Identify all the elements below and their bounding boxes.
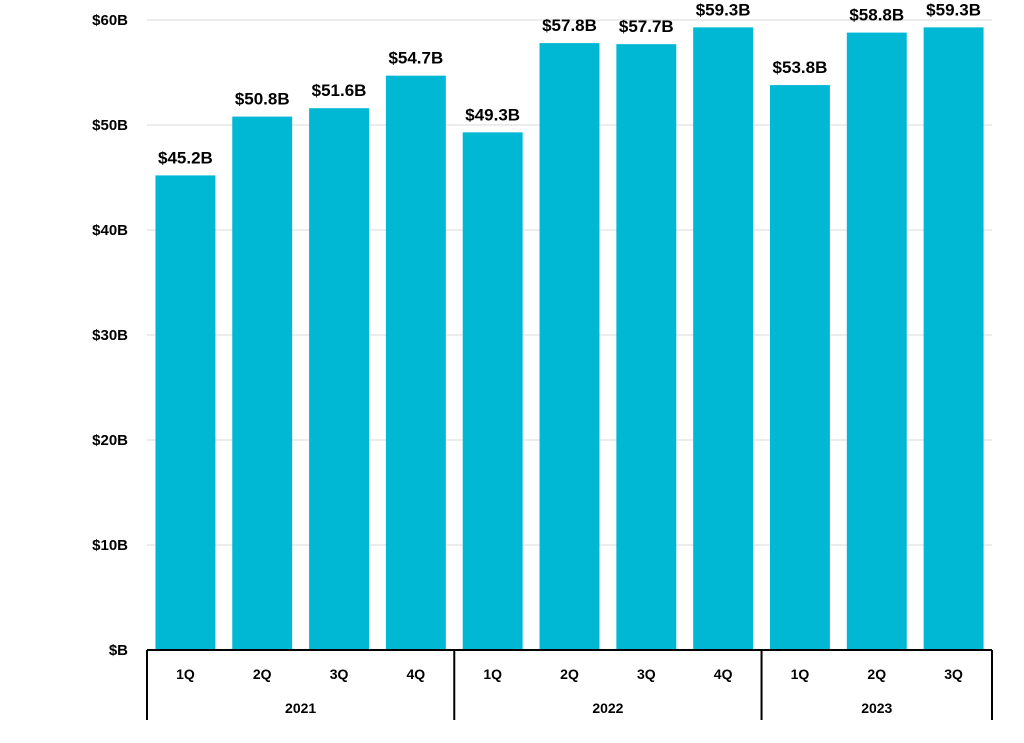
data-label: $54.7B: [388, 49, 443, 68]
data-label: $53.8B: [773, 58, 828, 77]
quarter-label: 1Q: [483, 666, 502, 682]
y-tick-label: $B: [109, 642, 128, 659]
data-label: $49.3B: [465, 105, 520, 124]
bar: [846, 32, 907, 651]
y-tick-label: $20B: [92, 432, 128, 449]
quarter-label: 2Q: [253, 666, 272, 682]
data-labels: $45.2B $50.8B $51.6B $54.7B $49.3B $57.8B $57.…: [158, 0, 981, 167]
bar: [693, 27, 754, 651]
quarter-label: 3Q: [330, 666, 349, 682]
y-tick-label: $40B: [92, 222, 128, 239]
data-label: $50.8B: [235, 90, 290, 109]
data-label: $51.6B: [312, 81, 367, 100]
year-label: 2023: [861, 700, 892, 716]
quarter-label: 3Q: [637, 666, 656, 682]
bar: [309, 108, 370, 650]
quarter-label: 1Q: [791, 666, 810, 682]
quarter-label: 2Q: [560, 666, 579, 682]
bar: [769, 85, 830, 651]
data-label: $59.3B: [926, 0, 981, 19]
quarter-label: 1Q: [176, 666, 195, 682]
bar: [539, 43, 600, 651]
bar: [385, 75, 446, 650]
data-label: $58.8B: [849, 6, 904, 25]
bar: [155, 175, 216, 650]
year-label: 2021: [285, 700, 316, 716]
data-label: $59.3B: [696, 0, 751, 19]
y-tick-label: $50B: [92, 117, 128, 134]
y-tick-label: $10B: [92, 537, 128, 554]
bar: [462, 132, 523, 651]
quarter-label: 4Q: [407, 666, 426, 682]
quarter-label: 4Q: [714, 666, 733, 682]
y-axis-tick-labels: $B $10B $20B $30B $40B $50B $60B: [92, 12, 128, 659]
x-axis: 1Q 2Q 3Q 4Q 2021 1Q 2Q 3Q 4Q 2022 1Q 2Q 3Q 2023: [146, 649, 993, 720]
bars: [155, 27, 984, 651]
data-label: $57.7B: [619, 17, 674, 36]
quarter-label: 2Q: [867, 666, 886, 682]
y-tick-label: $60B: [92, 12, 128, 29]
data-label: $45.2B: [158, 148, 213, 167]
bar: [232, 116, 293, 651]
data-label: $57.8B: [542, 16, 597, 35]
y-tick-label: $30B: [92, 327, 128, 344]
bar: [923, 27, 984, 651]
bar: [616, 44, 677, 650]
quarter-label: 3Q: [944, 666, 963, 682]
year-label: 2022: [592, 700, 623, 716]
